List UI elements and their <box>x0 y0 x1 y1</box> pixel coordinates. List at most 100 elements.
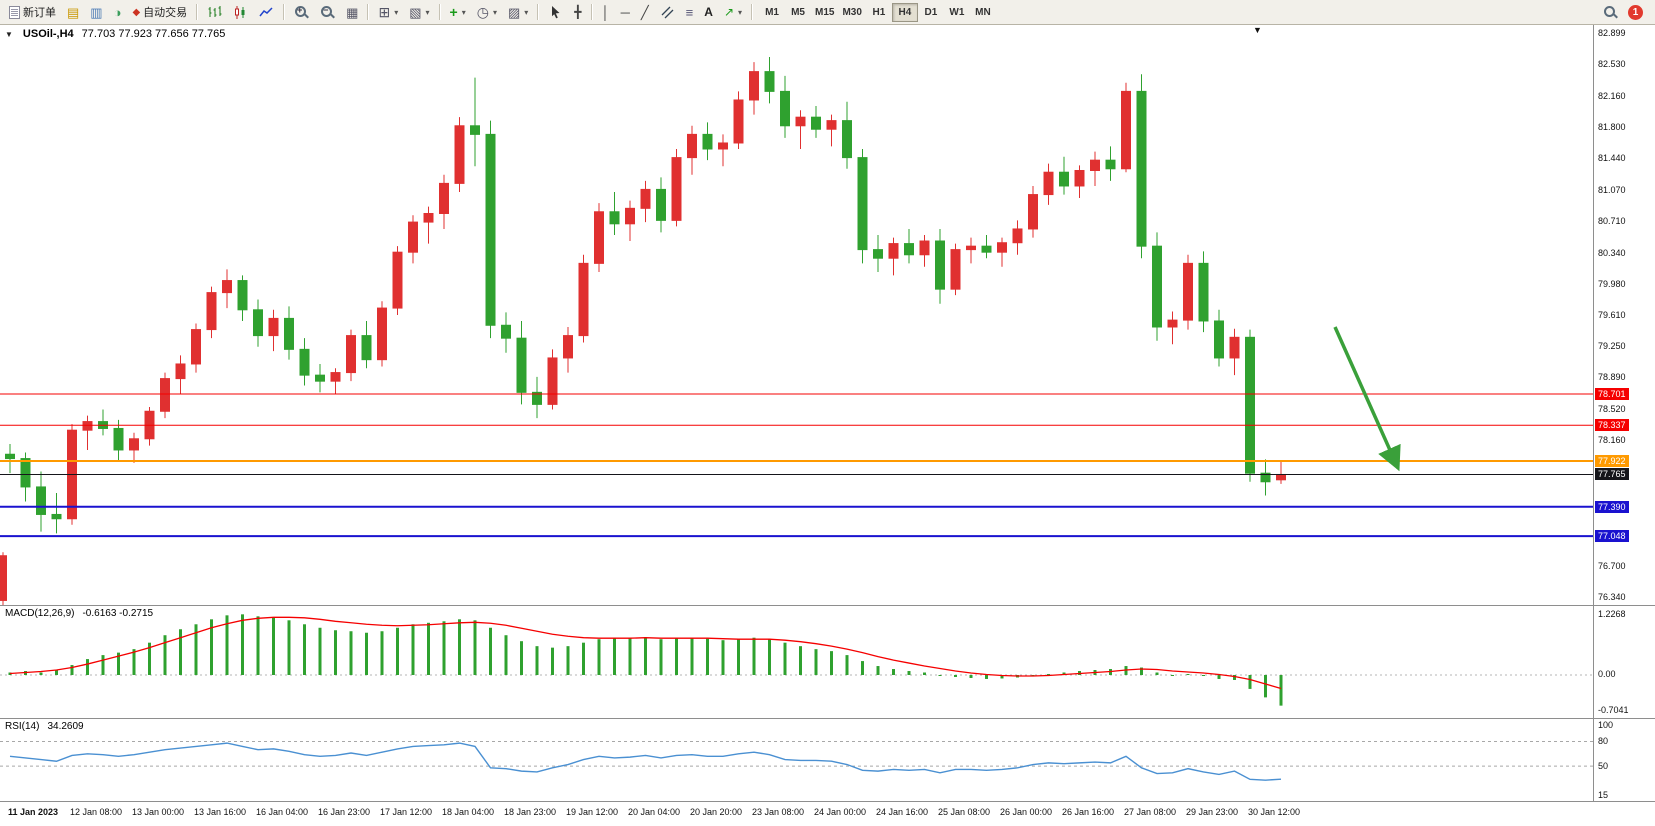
candle-body <box>1183 262 1193 321</box>
macd-histogram-bar <box>830 651 833 675</box>
price-candlestick-chart[interactable] <box>0 25 1593 605</box>
price-tag: 77.922 <box>1595 454 1629 467</box>
channel-tool-button[interactable] <box>655 2 680 22</box>
candle-body <box>299 348 310 376</box>
candle-body <box>857 157 868 251</box>
timeframe-d1-button[interactable]: D1 <box>918 3 944 22</box>
auto-trading-button[interactable]: ◆ 自动交易 <box>127 2 192 22</box>
candle-body <box>36 486 46 515</box>
zoom-in-button[interactable]: + <box>289 2 314 22</box>
candle-body <box>594 211 604 264</box>
timeframe-h1-button[interactable]: H1 <box>866 3 892 22</box>
trend-arrow-annotation[interactable] <box>1333 326 1401 472</box>
candle-body <box>1059 171 1069 187</box>
macd-histogram-bar <box>721 640 725 675</box>
candle-body <box>113 427 124 451</box>
market-watch-button[interactable]: ▤ <box>62 2 84 22</box>
candle-body <box>1043 171 1054 196</box>
macd-histogram-bar <box>613 638 616 675</box>
macd-histogram-bar <box>458 619 461 675</box>
text-tool-button[interactable]: A <box>699 2 718 22</box>
candle-body <box>873 249 883 259</box>
vertical-line-tool-button[interactable]: │ <box>597 2 615 22</box>
macd-histogram-bar <box>737 639 740 675</box>
candle-body <box>780 90 790 127</box>
candle-body <box>826 120 837 130</box>
timeframe-w1-button[interactable]: W1 <box>944 3 970 22</box>
candle-body <box>1167 319 1178 328</box>
candle-body <box>1214 320 1224 359</box>
candlestick-mode-button[interactable] <box>228 2 253 22</box>
tile-windows-button[interactable]: ▦ <box>341 2 363 22</box>
data-center-button[interactable]: ◑ <box>109 2 127 22</box>
notification-badge[interactable]: 1 <box>1628 4 1643 20</box>
chart-menu-icon[interactable]: ▼ <box>5 30 13 39</box>
macd-histogram-bar <box>985 674 988 679</box>
time-axis-label: 11 Jan 2023 <box>8 807 59 817</box>
rsi-line <box>9 742 1282 781</box>
timeframe-mn-button[interactable]: MN <box>970 3 996 22</box>
horizontal-line-tool-button[interactable]: ─ <box>616 2 635 22</box>
macd-histogram-bar <box>520 641 523 675</box>
price-axis[interactable]: 82.899 82.530 82.160 81.800 81.440 81.070 80.7… <box>1593 25 1655 605</box>
time-axis[interactable]: 11 Jan 2023 12 Jan 08:00 13 Jan 00:00 13 Ja… <box>0 802 1655 825</box>
bar-chart-icon <box>208 5 222 17</box>
arrows-tool-button[interactable]: ↗ ▾ <box>719 2 747 22</box>
candle-body <box>51 513 62 520</box>
macd-histogram-bar <box>783 642 787 675</box>
candle-body <box>392 251 403 309</box>
macd-axis[interactable]: 1.2268 0.00 -0.7041 <box>1593 606 1655 718</box>
template-icon: ▨ <box>507 4 521 20</box>
bar-chart-mode-button[interactable] <box>202 2 227 22</box>
price-axis-label: 81.440 <box>1598 152 1626 163</box>
macd-histogram-bar <box>814 649 818 675</box>
candle-body <box>981 245 992 253</box>
macd-histogram-bar <box>1233 674 1236 680</box>
chart-window-button[interactable]: ▥ <box>85 2 107 22</box>
macd-histogram-bar <box>365 632 368 675</box>
rsi-indicator-chart[interactable] <box>0 719 1593 801</box>
macd-histogram-bar <box>861 661 864 675</box>
timeframe-m15-button[interactable]: M15 <box>811 3 838 22</box>
time-axis-label: 20 Jan 20:00 <box>690 807 743 817</box>
trendline-tool-button[interactable]: ╱ <box>636 2 654 22</box>
panel-resize-handle[interactable] <box>0 718 1655 719</box>
macd-histogram-bar <box>938 674 942 676</box>
macd-histogram-bar <box>752 637 756 675</box>
price-axis-label: 81.800 <box>1598 122 1626 132</box>
timeframe-m30-button[interactable]: M30 <box>838 3 865 22</box>
indicators-button[interactable]: + ▾ <box>445 2 471 22</box>
candle-body <box>253 309 263 337</box>
macd-histogram-bar <box>179 629 182 675</box>
fibonacci-tool-button[interactable]: ≡ <box>681 2 699 22</box>
main-chart-panel: ▼ USOil-,H4 77.703 77.923 77.656 77.765 … <box>0 25 1655 605</box>
macd-histogram-bar <box>163 635 167 675</box>
periods-button[interactable]: ◷ ▾ <box>472 2 502 22</box>
candle-body <box>284 317 294 350</box>
price-axis-label: 78.520 <box>1598 404 1626 415</box>
panel-resize-handle[interactable] <box>0 605 1655 606</box>
macd-histogram-bar <box>1264 674 1267 698</box>
cursor-tool-button[interactable] <box>543 2 568 22</box>
tile-windows-icon: ▦ <box>346 4 359 20</box>
new-order-label: 新订单 <box>23 7 56 19</box>
timeframe-m5-button[interactable]: M5 <box>785 3 811 22</box>
timeframe-m1-button[interactable]: M1 <box>759 3 785 22</box>
time-axis-label: 26 Jan 00:00 <box>1000 807 1053 817</box>
rsi-axis[interactable]: 100 80 50 15 <box>1593 719 1655 801</box>
zoom-out-button[interactable]: − <box>315 2 340 22</box>
templates-button[interactable]: ▨ ▾ <box>503 2 533 22</box>
candle-body <box>1105 159 1116 170</box>
panel-resize-handle[interactable] <box>0 801 1655 802</box>
macd-indicator-chart[interactable] <box>0 606 1593 718</box>
profiles-button[interactable]: ▧ ▾ <box>404 2 434 22</box>
candlestick-icon <box>235 5 245 19</box>
chart-shift-marker-icon[interactable]: ▼ <box>1253 25 1262 35</box>
search-icon[interactable] <box>1603 5 1618 20</box>
timeframe-h4-button[interactable]: H4 <box>891 2 918 22</box>
new-chart-button[interactable]: ⊞ ▾ <box>373 2 403 22</box>
line-chart-mode-button[interactable] <box>254 2 279 22</box>
crosshair-tool-button[interactable]: ╋ <box>569 2 586 22</box>
new-order-button[interactable]: 新订单 <box>4 2 61 22</box>
